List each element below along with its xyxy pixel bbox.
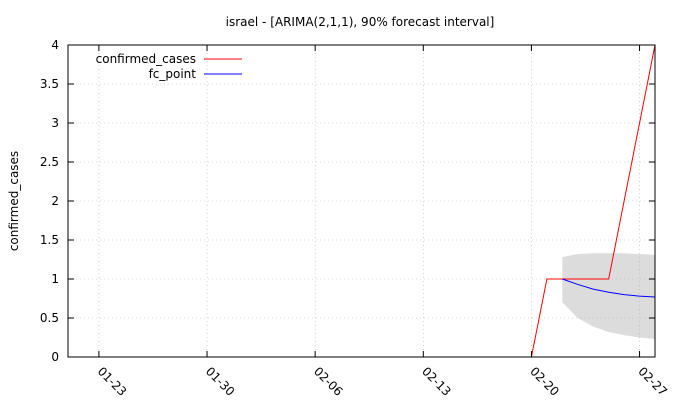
legend: confirmed_cases fc_point xyxy=(96,52,242,81)
y-axis-label: confirmed_cases xyxy=(7,151,21,251)
y-tick-label: 3.5 xyxy=(40,77,59,91)
y-tick-label: 2.5 xyxy=(40,155,59,169)
x-tick-label: 02-13 xyxy=(419,364,454,399)
y-tick-label: 0.5 xyxy=(40,311,59,325)
y-tick-label: 1.5 xyxy=(40,233,59,247)
x-tick-label: 02-20 xyxy=(527,364,562,399)
legend-label-fc-point: fc_point xyxy=(149,67,197,81)
series-line-fc-point xyxy=(562,278,656,298)
axes-layer: 0 0.5 1 1.5 2 2.5 3 3.5 4 01-23 01-30 02-06 02-13 02-… xyxy=(40,38,670,399)
y-tick-label: 4 xyxy=(51,38,59,52)
y-tick-label: 3 xyxy=(51,116,59,130)
grid-layer xyxy=(68,45,655,357)
labels-layer: israel - [ARIMA(2,1,1), 90% forecast int… xyxy=(7,15,494,251)
plot-border xyxy=(67,44,656,358)
forecast-interval-band xyxy=(562,253,655,340)
y-tick-label: 0 xyxy=(51,350,59,364)
legend-label-confirmed-cases: confirmed_cases xyxy=(96,52,196,66)
forecast-interval-layer xyxy=(562,253,655,340)
y-tick-label: 1 xyxy=(51,272,59,286)
chart-title: israel - [ARIMA(2,1,1), 90% forecast int… xyxy=(226,15,495,29)
x-tick-label: 02-27 xyxy=(635,364,670,399)
series-layer xyxy=(530,44,656,358)
y-tick-label: 2 xyxy=(51,194,59,208)
x-tick-label: 01-30 xyxy=(203,364,238,399)
x-tick-label: 02-06 xyxy=(311,364,346,399)
x-tick-label: 01-23 xyxy=(95,364,130,399)
series-line-confirmed-cases xyxy=(530,44,656,358)
